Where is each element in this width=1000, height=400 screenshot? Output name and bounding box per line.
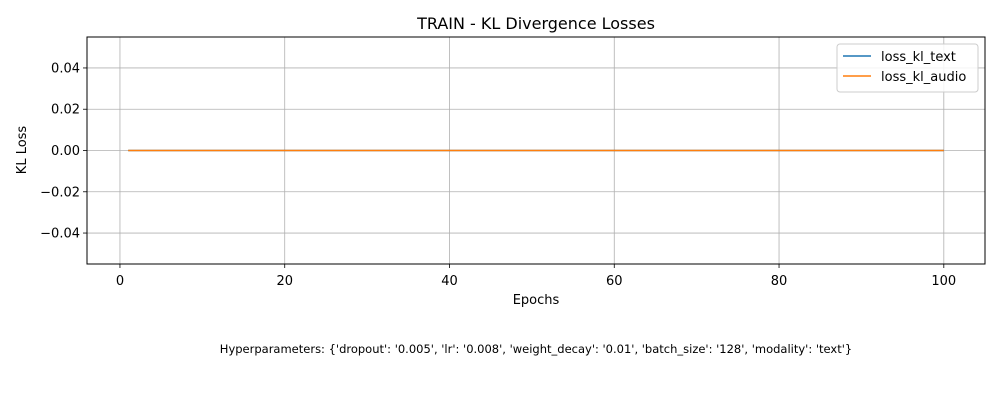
legend: loss_kl_text loss_kl_audio: [836, 43, 979, 93]
x-axis-ticks: 0 20 40 60 80 100: [116, 264, 956, 289]
x-tick-label: 100: [931, 274, 956, 289]
y-axis-ticks: −0.04 −0.02 0.00 0.02 0.04: [40, 61, 87, 242]
x-tick-label: 80: [771, 274, 788, 289]
y-tick-label: −0.02: [40, 185, 80, 200]
legend-box: [836, 43, 979, 93]
legend-label: loss_kl_text: [881, 50, 956, 65]
x-axis-label: Epochs: [513, 293, 560, 308]
y-tick-label: 0.04: [51, 61, 80, 76]
x-tick-label: 40: [441, 274, 458, 289]
x-tick-label: 0: [116, 274, 124, 289]
x-tick-label: 20: [276, 274, 293, 289]
chart-title: TRAIN - KL Divergence Losses: [416, 14, 655, 33]
y-tick-label: 0.00: [51, 144, 80, 159]
legend-label: loss_kl_audio: [881, 70, 966, 85]
y-tick-label: −0.04: [40, 227, 80, 242]
hyperparameters-footnote: Hyperparameters: {'dropout': '0.005', 'l…: [219, 342, 853, 356]
y-tick-label: 0.02: [51, 103, 80, 118]
x-tick-label: 60: [606, 274, 623, 289]
y-axis-label: KL Loss: [15, 126, 30, 175]
